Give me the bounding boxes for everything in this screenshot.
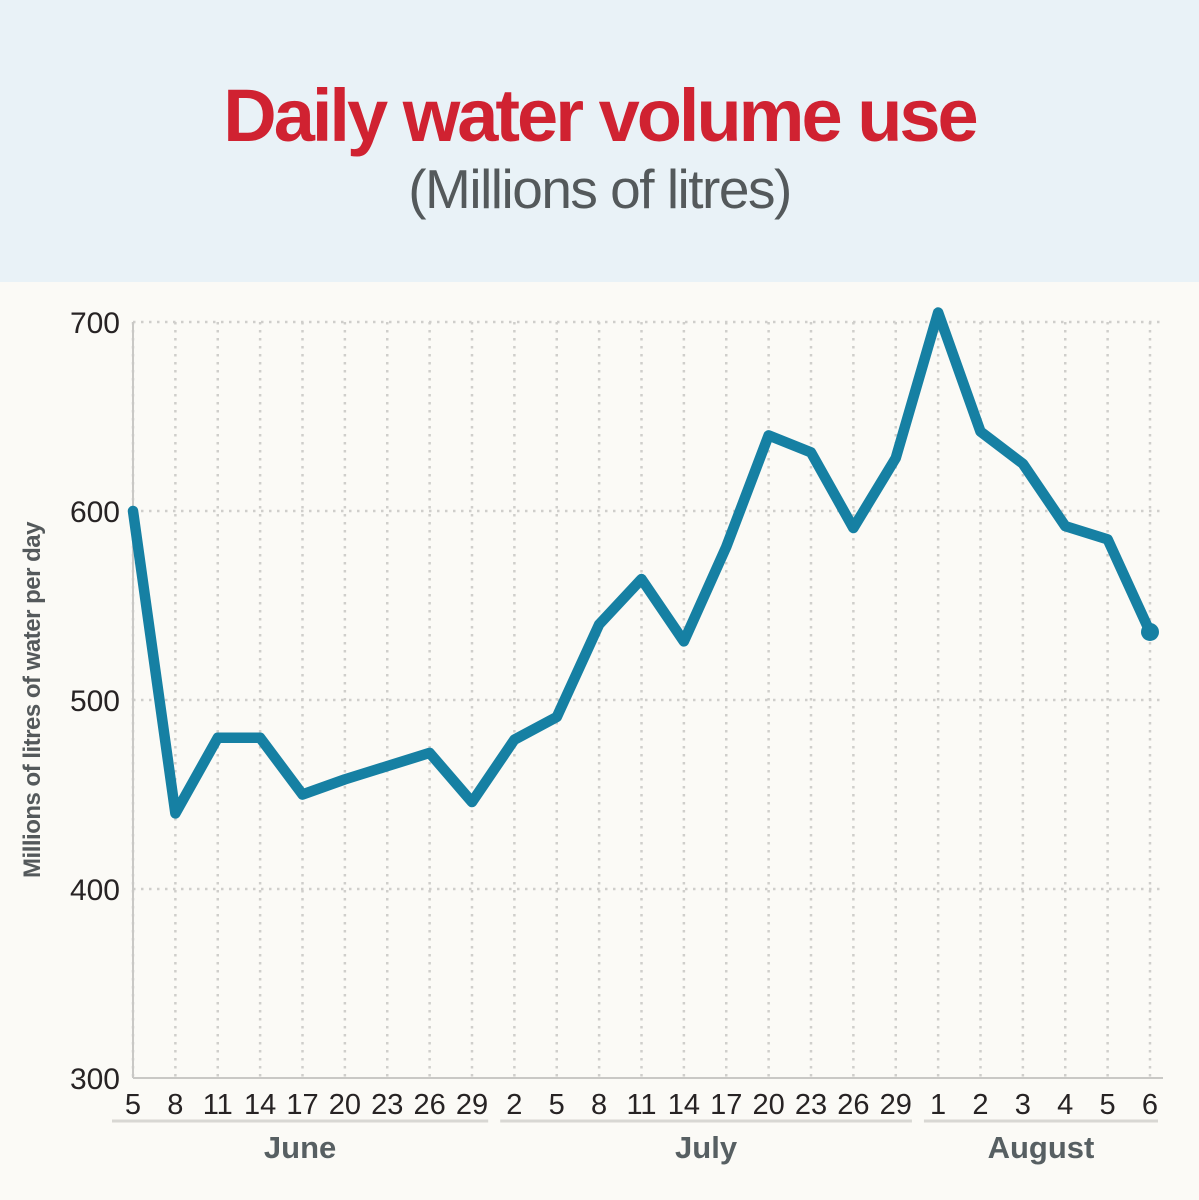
x-tick-label: 2 (972, 1089, 988, 1121)
x-tick-label: 2 (506, 1089, 522, 1121)
x-tick-label: 20 (329, 1089, 361, 1121)
x-tick-label: 5 (1100, 1089, 1116, 1121)
month-label: August (988, 1130, 1095, 1165)
x-tick-label: 26 (413, 1089, 445, 1121)
x-tick-label: 1 (930, 1089, 946, 1121)
y-tick-label: 500 (70, 685, 120, 718)
data-line (127, 307, 1156, 819)
y-axis-title: Millions of litres of water per day (19, 521, 46, 878)
x-tick-label: 8 (167, 1089, 183, 1121)
month-label: July (675, 1130, 738, 1165)
x-tick-label: 8 (591, 1089, 607, 1121)
x-tick-label: 26 (837, 1089, 869, 1121)
x-tick-label: 11 (626, 1089, 656, 1121)
x-tick-label: 11 (203, 1089, 233, 1121)
x-tick-label: 29 (456, 1089, 488, 1121)
x-tick-label: 23 (371, 1089, 403, 1121)
x-tick-label: 6 (1142, 1089, 1158, 1121)
x-tick-label: 23 (795, 1089, 827, 1121)
x-tick-label: 14 (668, 1089, 700, 1121)
y-tick-label: 700 (70, 307, 120, 340)
end-point-marker (1141, 622, 1159, 641)
chart-title: Daily water volume use (223, 74, 978, 158)
x-tick-label: 17 (710, 1089, 742, 1121)
header: Daily water volume use (Millions of litr… (0, 0, 1199, 282)
y-tick-label: 400 (70, 874, 120, 907)
y-tick-label: 600 (70, 496, 120, 529)
x-tick-label: 20 (752, 1089, 784, 1121)
month-label: June (264, 1130, 336, 1165)
x-tick-label: 29 (880, 1089, 912, 1121)
x-tick-label: 5 (549, 1089, 565, 1121)
chart-subtitle: (Millions of litres) (408, 157, 792, 220)
x-tick-label: 3 (1015, 1089, 1031, 1121)
x-tick-label: 5 (125, 1089, 141, 1121)
x-tick-label: 17 (286, 1089, 318, 1121)
x-tick-label: 14 (244, 1089, 276, 1121)
x-tick-label: 4 (1057, 1089, 1073, 1121)
y-tick-label: 300 (70, 1063, 120, 1096)
